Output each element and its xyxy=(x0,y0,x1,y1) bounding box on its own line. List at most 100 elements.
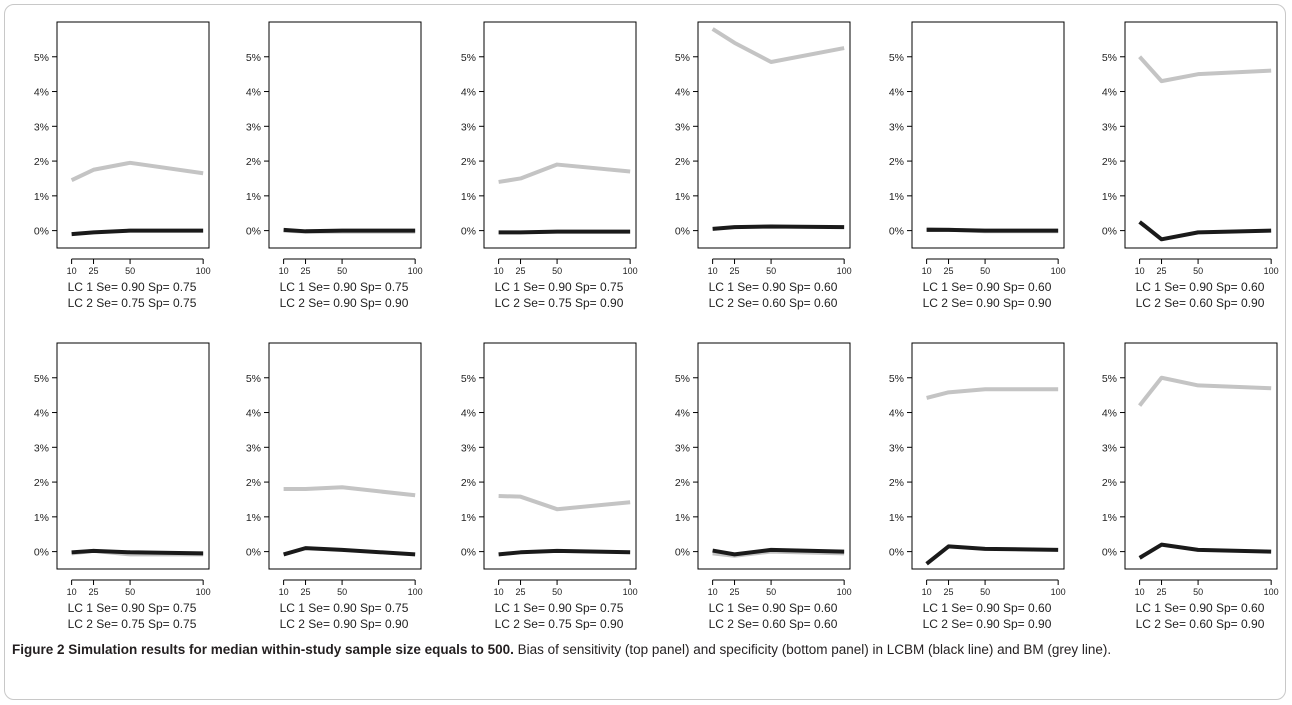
y-tick-label: 1% xyxy=(34,512,49,524)
lc1-label: LC 1 Se= 0.90 Sp= 0.75 xyxy=(495,280,624,294)
y-tick-label: 3% xyxy=(675,442,690,454)
y-tick-label: 4% xyxy=(34,87,49,99)
lc2-label: LC 2 Se= 0.75 Sp= 0.75 xyxy=(68,617,197,630)
x-tick-label: 10 xyxy=(708,266,718,276)
y-tick-label: 5% xyxy=(461,52,476,64)
series-line-bm xyxy=(498,493,631,512)
x-tick-label: 25 xyxy=(1157,587,1167,597)
x-tick-label: 100 xyxy=(408,587,423,597)
lc1-label: LC 1 Se= 0.90 Sp= 0.60 xyxy=(1136,601,1265,615)
lc2-label: LC 2 Se= 0.75 Sp= 0.75 xyxy=(68,296,197,310)
panel-7: 0% 1% 2% 3% 4% 5% 10 25 50 100 LC 1 Se= 0.90 Sp= 0… xyxy=(34,342,211,630)
y-tick-label: 2% xyxy=(34,156,49,168)
lc2-label: LC 2 Se= 0.75 Sp= 0.90 xyxy=(495,617,624,630)
y-tick-label: 5% xyxy=(246,373,261,385)
y-tick-label: 3% xyxy=(246,121,261,133)
y-tick-label: 4% xyxy=(889,408,904,420)
lc1-label: LC 1 Se= 0.90 Sp= 0.75 xyxy=(280,280,409,294)
y-tick-label: 4% xyxy=(246,87,261,99)
y-tick-label: 2% xyxy=(246,156,261,168)
x-tick-label: 10 xyxy=(494,266,504,276)
x-tick-label: 100 xyxy=(1051,266,1066,276)
y-tick-label: 0% xyxy=(461,547,476,559)
y-tick-label: 2% xyxy=(34,477,49,489)
lc2-label: LC 2 Se= 0.60 Sp= 0.60 xyxy=(709,296,838,310)
y-tick-label: 1% xyxy=(675,512,690,524)
series-line-lcbm xyxy=(283,227,416,234)
caption-label: Figure 2 Simulation results for median w… xyxy=(12,642,514,657)
series-line-lcbm xyxy=(71,228,204,237)
series-line-bm xyxy=(70,160,204,183)
y-tick-label: 4% xyxy=(1102,87,1117,99)
y-tick-label: 1% xyxy=(246,191,261,203)
series-line-lcbm xyxy=(1138,542,1272,560)
y-tick-label: 1% xyxy=(675,191,690,203)
y-tick-label: 5% xyxy=(675,52,690,64)
y-tick-label: 2% xyxy=(889,156,904,168)
y-tick-label: 5% xyxy=(246,52,261,64)
x-tick-label: 50 xyxy=(980,266,990,276)
y-tick-label: 2% xyxy=(246,477,261,489)
y-tick-label: 4% xyxy=(675,87,690,99)
y-tick-label: 0% xyxy=(675,226,690,238)
lc2-label: LC 2 Se= 0.90 Sp= 0.90 xyxy=(923,296,1052,310)
series-line-bm xyxy=(1138,55,1272,84)
x-tick-label: 100 xyxy=(196,587,211,597)
lc2-label: LC 2 Se= 0.90 Sp= 0.90 xyxy=(280,296,409,310)
y-tick-label: 3% xyxy=(889,121,904,133)
x-tick-label: 100 xyxy=(837,266,852,276)
y-tick-label: 5% xyxy=(34,373,49,385)
y-tick-label: 0% xyxy=(34,547,49,559)
x-tick-label: 25 xyxy=(89,587,99,597)
y-tick-label: 4% xyxy=(461,87,476,99)
y-tick-label: 3% xyxy=(246,442,261,454)
y-tick-label: 5% xyxy=(889,373,904,385)
y-tick-label: 3% xyxy=(1102,121,1117,133)
y-tick-label: 0% xyxy=(246,547,261,559)
series-line-lcbm xyxy=(712,547,845,557)
x-tick-label: 25 xyxy=(944,266,954,276)
y-tick-label: 1% xyxy=(889,512,904,524)
y-tick-label: 3% xyxy=(34,442,49,454)
y-tick-label: 0% xyxy=(34,226,49,238)
lc1-label: LC 1 Se= 0.90 Sp= 0.75 xyxy=(68,280,197,294)
lc2-label: LC 2 Se= 0.75 Sp= 0.90 xyxy=(495,296,624,310)
figure-panels: 0% 1% 2% 3% 4% 5% 10 25 50 100 LC 1 Se= 0.90 Sp= 0… xyxy=(34,21,1279,630)
plot-box xyxy=(56,342,210,570)
plot-box xyxy=(697,21,851,249)
x-tick-label: 25 xyxy=(1157,266,1167,276)
x-tick-label: 10 xyxy=(67,266,77,276)
y-tick-label: 5% xyxy=(675,373,690,385)
panel-2: 0% 1% 2% 3% 4% 5% 10 25 50 100 LC 1 Se= 0.90 Sp= 0… xyxy=(246,21,423,310)
y-tick-label: 4% xyxy=(1102,408,1117,420)
x-tick-label: 50 xyxy=(337,266,347,276)
lc1-label: LC 1 Se= 0.90 Sp= 0.60 xyxy=(709,601,838,615)
y-tick-label: 0% xyxy=(461,226,476,238)
x-tick-label: 10 xyxy=(279,587,289,597)
series-line-lcbm xyxy=(283,546,416,557)
x-tick-label: 100 xyxy=(623,266,638,276)
x-tick-label: 100 xyxy=(1264,266,1279,276)
lc2-label: LC 2 Se= 0.90 Sp= 0.90 xyxy=(923,617,1052,630)
y-tick-label: 4% xyxy=(889,87,904,99)
y-tick-label: 1% xyxy=(1102,191,1117,203)
x-tick-label: 25 xyxy=(730,587,740,597)
y-tick-label: 0% xyxy=(246,226,261,238)
lc1-label: LC 1 Se= 0.90 Sp= 0.60 xyxy=(1136,280,1265,294)
figure-caption: Figure 2 Simulation results for median w… xyxy=(12,640,1274,660)
y-tick-label: 3% xyxy=(675,121,690,133)
y-tick-label: 3% xyxy=(34,121,49,133)
y-tick-label: 2% xyxy=(675,156,690,168)
x-tick-label: 25 xyxy=(301,587,311,597)
plot-box xyxy=(1124,342,1278,570)
series-line-lcbm xyxy=(71,548,204,556)
x-tick-label: 10 xyxy=(1135,587,1145,597)
series-line-bm xyxy=(498,162,631,184)
plot-box xyxy=(697,342,851,570)
x-tick-label: 10 xyxy=(708,587,718,597)
plot-box xyxy=(56,21,210,249)
y-tick-label: 4% xyxy=(461,408,476,420)
y-tick-label: 1% xyxy=(461,512,476,524)
lc1-label: LC 1 Se= 0.90 Sp= 0.75 xyxy=(495,601,624,615)
y-tick-label: 5% xyxy=(1102,373,1117,385)
